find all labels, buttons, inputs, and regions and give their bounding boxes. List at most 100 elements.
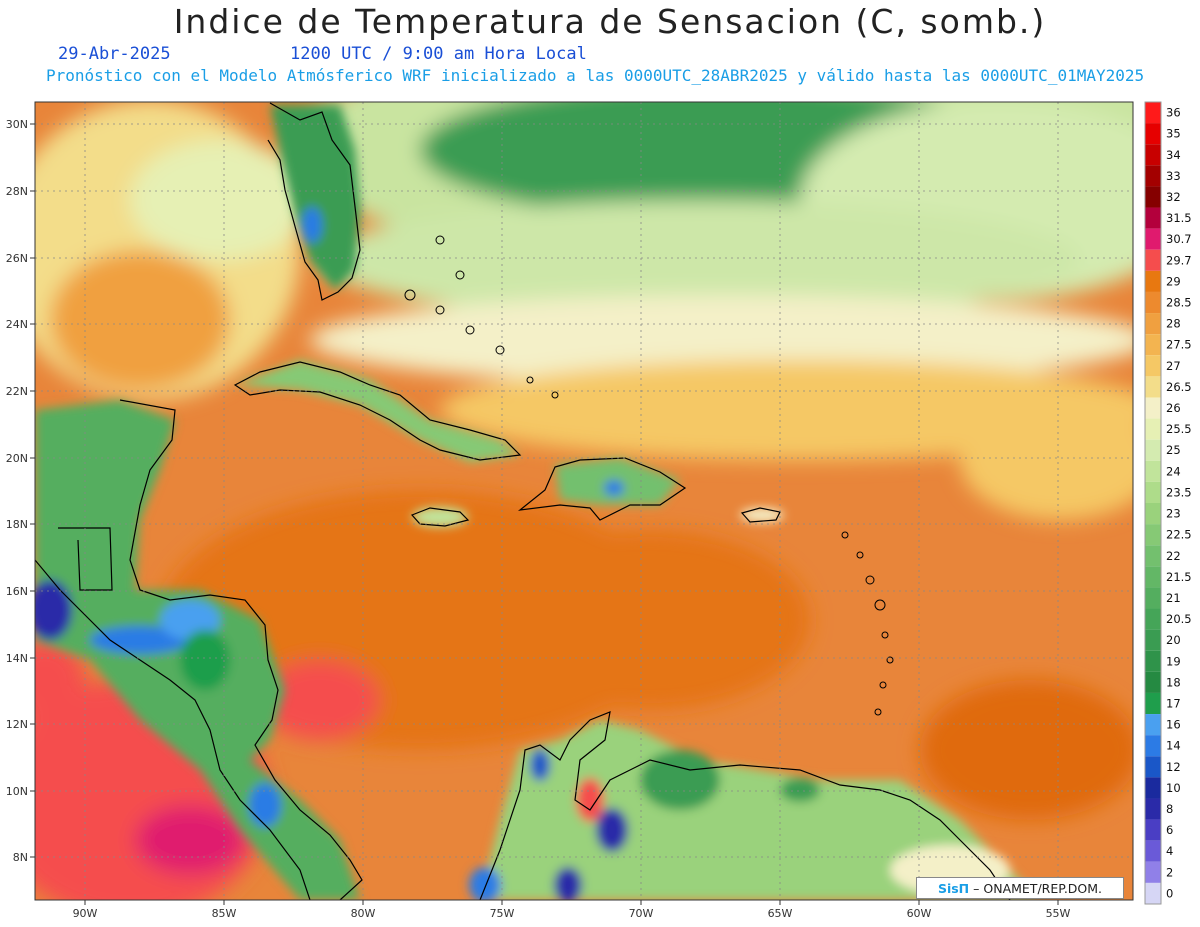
colorbar-label: 30.7 xyxy=(1166,232,1192,246)
colorbar-swatch xyxy=(1145,629,1161,651)
colorbar-swatch xyxy=(1145,503,1161,525)
colorbar-swatch xyxy=(1145,418,1161,440)
colorbar-label: 21 xyxy=(1166,591,1181,605)
colorbar-label: 27 xyxy=(1166,359,1181,373)
lon-axis: 90W 85W 80W 75W 70W 65W 60W 55W xyxy=(73,900,1071,920)
colorbar-swatch xyxy=(1145,692,1161,715)
colorbar-swatch xyxy=(1145,566,1161,588)
colorbar-label: 35 xyxy=(1166,127,1181,141)
lat-label: 16N xyxy=(6,585,28,598)
colorbar-swatch xyxy=(1145,608,1161,630)
colorbar-label: 31.5 xyxy=(1166,211,1192,225)
lon-label: 60W xyxy=(907,907,932,920)
colorbar-swatch xyxy=(1145,840,1161,862)
lon-label: 70W xyxy=(629,907,654,920)
colorbar-label: 36 xyxy=(1166,106,1181,120)
colorbar-swatch xyxy=(1145,777,1161,799)
colorbar-label: 25 xyxy=(1166,443,1181,457)
lat-label: 14N xyxy=(6,652,28,665)
lat-label: 8N xyxy=(13,851,28,864)
lat-label: 30N xyxy=(6,118,28,131)
colorbar-label: 22.5 xyxy=(1166,528,1192,542)
colorbar-label: 18 xyxy=(1166,675,1181,689)
colorbar-label: 20 xyxy=(1166,633,1181,647)
land-florida xyxy=(270,105,360,290)
colorbar-swatch xyxy=(1145,861,1161,883)
land-cuba xyxy=(235,360,520,462)
colorbar-label: 17 xyxy=(1166,697,1181,711)
colorbar-swatch xyxy=(1145,270,1161,292)
colorbar-swatch xyxy=(1145,207,1161,229)
lat-axis: 30N 28N 26N 24N 22N 20N 18N 16N 14N 12N … xyxy=(6,118,35,864)
colorbar-label: 2 xyxy=(1166,865,1173,879)
colorbar-label: 21.5 xyxy=(1166,570,1192,584)
colorbar-swatch xyxy=(1145,228,1161,250)
colorbar-label: 32 xyxy=(1166,190,1181,204)
lon-label: 75W xyxy=(490,907,515,920)
colorbar-label: 34 xyxy=(1166,148,1181,162)
colorbar-label: 26 xyxy=(1166,401,1181,415)
colorbar-swatch xyxy=(1145,650,1161,672)
lat-label: 20N xyxy=(6,452,28,465)
colorbar-label: 14 xyxy=(1166,739,1181,753)
forecast-date: 29-Abr-2025 xyxy=(58,44,171,64)
colorbar-swatch xyxy=(1145,397,1161,419)
colorbar-swatch xyxy=(1145,102,1161,124)
colorbar-swatch xyxy=(1145,144,1161,166)
colorbar-label: 22 xyxy=(1166,549,1181,563)
lat-label: 28N xyxy=(6,185,28,198)
credit-box: SisΠ – ONAMET/REP.DOM. xyxy=(916,877,1124,899)
colorbar-swatch xyxy=(1145,714,1161,736)
colorbar-label: 0 xyxy=(1166,886,1173,900)
lon-label: 65W xyxy=(768,907,793,920)
page-title: Indice de Temperatura de Sensacion (C, s… xyxy=(173,2,1047,41)
colorbar-frame xyxy=(1144,101,1162,905)
colorbar-swatch xyxy=(1145,313,1161,335)
model-subtitle: Pronóstico con el Modelo Atmósferico WRF… xyxy=(46,66,1145,85)
colorbar-label: 23.5 xyxy=(1166,485,1192,499)
colorbar-swatch xyxy=(1145,671,1161,693)
colorbar-label: 6 xyxy=(1166,823,1173,837)
lon-label: 80W xyxy=(351,907,376,920)
colorbar-swatch xyxy=(1145,439,1161,461)
colorbar-swatch xyxy=(1145,186,1161,208)
colorbar-label: 16 xyxy=(1166,718,1181,732)
lat-label: 12N xyxy=(6,718,28,731)
lat-label: 10N xyxy=(6,785,28,798)
colorbar-swatch xyxy=(1145,123,1161,145)
colorbar-swatch xyxy=(1145,798,1161,820)
colorbar-swatch xyxy=(1145,756,1161,778)
colorbar-label: 10 xyxy=(1166,781,1181,795)
colorbar-label: 26.5 xyxy=(1166,380,1192,394)
colorbar-label: 28.5 xyxy=(1166,296,1192,310)
lat-label: 24N xyxy=(6,318,28,331)
colorbar-swatch xyxy=(1145,165,1161,187)
colorbar-swatch xyxy=(1145,545,1161,567)
colorbar-label: 4 xyxy=(1166,844,1173,858)
lon-label: 85W xyxy=(212,907,237,920)
lat-label: 18N xyxy=(6,518,28,531)
colorbar-swatch xyxy=(1145,481,1161,503)
colorbar-label: 29 xyxy=(1166,274,1181,288)
colorbar-label: 27.5 xyxy=(1166,338,1192,352)
colorbar-swatch xyxy=(1145,735,1161,757)
colorbar-swatch xyxy=(1145,291,1161,314)
colorbar-label: 24 xyxy=(1166,464,1181,478)
colorbar-swatch xyxy=(1145,587,1161,609)
colorbar-label: 33 xyxy=(1166,169,1181,183)
credit-text: – ONAMET/REP.DOM. xyxy=(973,880,1103,896)
lat-label: 26N xyxy=(6,252,28,265)
colorbar-label: 25.5 xyxy=(1166,422,1192,436)
lon-label: 55W xyxy=(1046,907,1071,920)
colorbar-swatch xyxy=(1145,355,1161,377)
map-frame xyxy=(34,101,1134,901)
lat-label: 22N xyxy=(6,385,28,398)
colorbar-swatch xyxy=(1145,882,1161,904)
colorbar-label: 12 xyxy=(1166,760,1181,774)
colorbar-label: 29.7 xyxy=(1166,253,1192,267)
colorbar-label: 20.5 xyxy=(1166,612,1192,626)
lon-label: 90W xyxy=(73,907,98,920)
colorbar-swatch xyxy=(1145,819,1161,841)
land-south-america xyxy=(480,720,1040,900)
